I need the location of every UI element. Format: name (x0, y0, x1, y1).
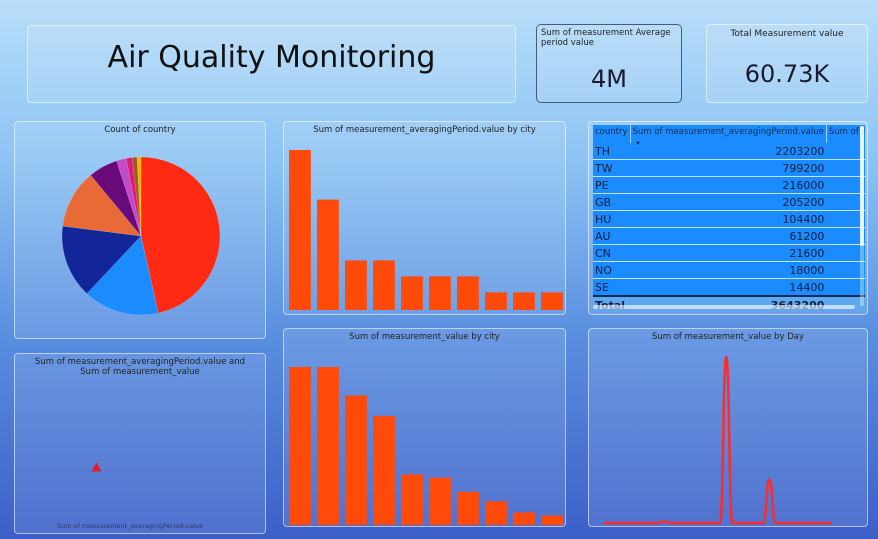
kpi-value: 60.73K (744, 60, 830, 88)
table-row[interactable]: SE 14400 (593, 278, 865, 297)
table-row[interactable]: NO 18000 (593, 261, 865, 279)
bar-chart-value[interactable] (284, 329, 565, 526)
chart-title: Sum of measurement_averagingPeriod.value… (313, 125, 536, 135)
pie-slice[interactable] (116, 158, 142, 237)
cell-measurement (826, 193, 865, 211)
chart-title: Sum of measurement_averagingPeriod.value… (34, 357, 246, 377)
cell-avg-period: 216000 (630, 176, 827, 194)
cell-measurement (826, 210, 865, 228)
line-chart[interactable] (589, 329, 867, 526)
data-table[interactable]: country Sum of measurement_averagingPeri… (593, 125, 865, 311)
pie-slice[interactable] (136, 156, 142, 237)
chart-title: Count of country (104, 125, 176, 135)
kpi-card-avg-period[interactable]: Sum of measurement Average period value … (536, 24, 682, 103)
cell-country: TH (593, 143, 631, 160)
bar[interactable] (541, 292, 563, 310)
cell-measurement (826, 227, 865, 245)
chart-title: Sum of measurement_value by city (349, 332, 500, 342)
cell-avg-period: 799200 (630, 159, 827, 177)
table-row[interactable]: CN 21600 (593, 244, 865, 262)
pie-slice[interactable] (125, 157, 142, 237)
table-row[interactable]: TH 2203200 (593, 143, 865, 160)
cell-country: HU (593, 210, 631, 228)
cell-country: NO (593, 261, 631, 279)
cell-measurement (826, 176, 865, 194)
bar[interactable] (513, 512, 535, 525)
cell-country: GB (593, 193, 631, 211)
horizontal-scrollbar[interactable] (593, 305, 855, 309)
pie-slice[interactable] (86, 235, 159, 316)
bar[interactable] (401, 276, 423, 310)
table-row[interactable]: GB 205200 (593, 193, 865, 211)
line-series[interactable] (602, 355, 831, 525)
bar[interactable] (541, 515, 563, 525)
bar[interactable] (345, 260, 367, 310)
table-row[interactable]: AU 61200 (593, 227, 865, 245)
cell-avg-period: 205200 (630, 193, 827, 211)
bar[interactable] (485, 292, 507, 310)
bar-chart-value-card[interactable]: Sum of measurement_value by city (283, 328, 566, 527)
table-card[interactable]: country Sum of measurement_averagingPeri… (588, 121, 868, 315)
cell-avg-period: 21600 (630, 244, 827, 262)
cell-measurement (826, 261, 865, 279)
bar-chart-avg-period[interactable] (284, 122, 565, 314)
cell-country: CN (593, 244, 631, 262)
cell-country: AU (593, 227, 631, 245)
bar-chart-avg-period-card[interactable]: Sum of measurement_averagingPeriod.value… (283, 121, 566, 315)
bar[interactable] (317, 199, 339, 310)
bar[interactable] (513, 292, 535, 310)
scatter-chart-card[interactable]: Sum of measurement_averagingPeriod.value… (14, 353, 266, 534)
bar[interactable] (457, 276, 479, 310)
kpi-label: Total Measurement value (730, 29, 844, 39)
pie-slice[interactable] (140, 156, 221, 314)
pie-slice[interactable] (90, 160, 142, 237)
x-axis-label: Sum of measurement_averagingPeriod.value (57, 522, 203, 530)
bar[interactable] (289, 367, 311, 525)
cell-avg-period: 18000 (630, 261, 827, 279)
chart-title: Sum of measurement_value by Day (651, 332, 805, 342)
bar[interactable] (401, 474, 423, 525)
kpi-label: Sum of measurement Average period value (541, 28, 671, 48)
bar[interactable] (317, 367, 339, 525)
bar[interactable] (429, 276, 451, 310)
cell-avg-period: 104400 (630, 210, 827, 228)
pie-chart-card[interactable]: Count of country (14, 121, 266, 339)
bar[interactable] (289, 150, 311, 310)
table-row[interactable]: PE 216000 (593, 176, 865, 194)
cell-measurement (826, 143, 865, 160)
vertical-scrollbar-thumb[interactable] (860, 126, 864, 246)
table-header-row: country Sum of measurement_averagingPeri… (593, 125, 865, 143)
cell-avg-period: 61200 (630, 227, 827, 245)
bar[interactable] (429, 477, 451, 525)
table-row[interactable]: HU 104400 (593, 210, 865, 228)
cell-measurement (826, 244, 865, 262)
kpi-value: 4M (591, 65, 627, 93)
pie-slice[interactable] (62, 174, 142, 237)
column-header-measurement[interactable]: Sum of mea (826, 125, 865, 143)
table-row[interactable]: TW 799200 (593, 159, 865, 177)
pie-chart[interactable] (15, 122, 265, 338)
column-header-avg-period[interactable]: Sum of measurement_averagingPeriod.value (630, 125, 827, 143)
dashboard-title: Air Quality Monitoring (107, 40, 436, 75)
bar[interactable] (373, 260, 395, 310)
pie-slice[interactable] (131, 156, 142, 237)
cell-avg-period: 2203200 (630, 143, 827, 160)
scatter-chart[interactable]: Sum of measurement_averagingPeriod.value (15, 354, 265, 533)
bar[interactable] (457, 491, 479, 525)
pie-slice[interactable] (61, 225, 142, 294)
cell-avg-period: 14400 (630, 278, 827, 297)
sort-descending-icon: ▼ (635, 141, 641, 147)
column-header-country[interactable]: country (593, 125, 631, 143)
bar[interactable] (485, 501, 507, 525)
line-chart-card[interactable]: Sum of measurement_value by Day (588, 328, 868, 527)
bar[interactable] (373, 415, 395, 525)
cell-country: PE (593, 176, 631, 194)
bar[interactable] (345, 395, 367, 525)
scatter-point[interactable] (91, 462, 102, 472)
cell-country: SE (593, 278, 631, 297)
kpi-card-total[interactable]: Total Measurement value 60.73K (706, 24, 868, 103)
cell-measurement (826, 159, 865, 177)
cell-country: TW (593, 159, 631, 177)
title-card: Air Quality Monitoring (27, 25, 516, 103)
